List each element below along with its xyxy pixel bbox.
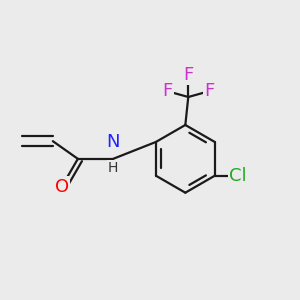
- Text: O: O: [55, 178, 69, 196]
- Text: H: H: [108, 161, 119, 175]
- Text: N: N: [106, 134, 120, 152]
- Text: F: F: [183, 66, 194, 84]
- Text: F: F: [162, 82, 172, 100]
- Text: F: F: [204, 82, 214, 100]
- Text: Cl: Cl: [230, 167, 247, 185]
